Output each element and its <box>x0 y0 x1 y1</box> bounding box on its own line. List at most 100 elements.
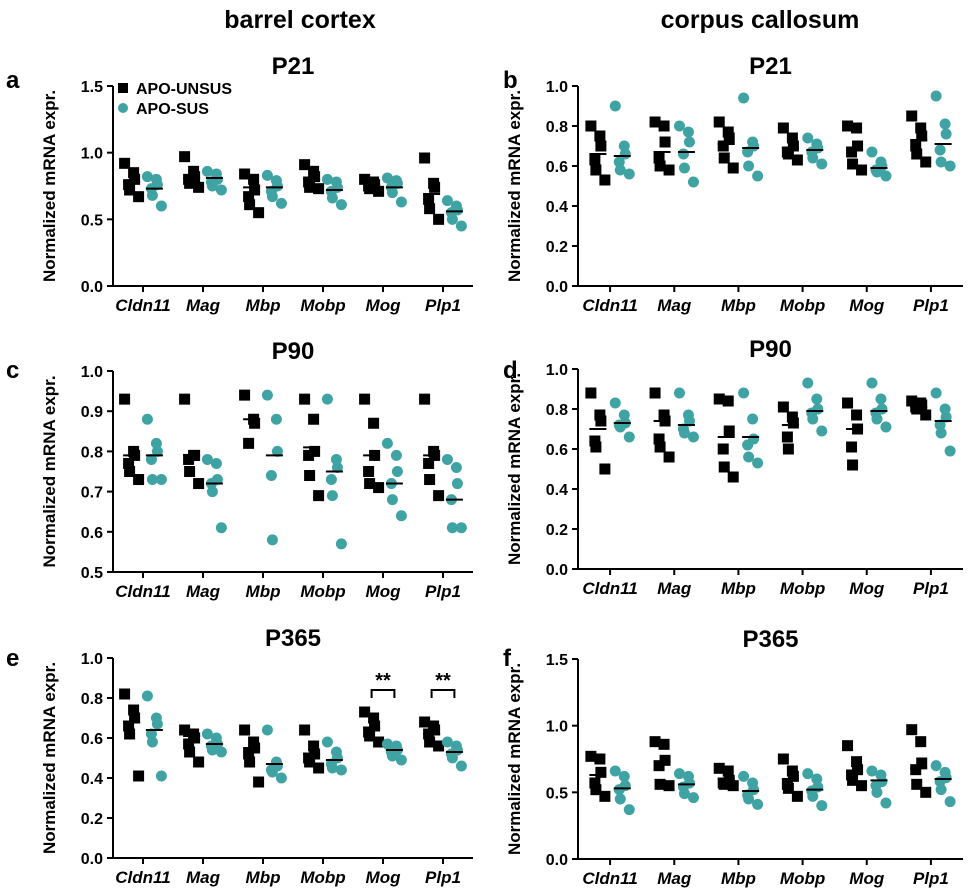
data-point-unsus <box>179 151 191 163</box>
y-tick-label: 0.2 <box>546 522 568 539</box>
x-tick-label: Plp1 <box>913 296 949 315</box>
data-point-unsus <box>852 764 864 776</box>
data-point-unsus <box>842 120 854 132</box>
data-point-sus <box>743 160 755 172</box>
data-point-sus <box>381 437 393 449</box>
data-point-sus <box>614 421 626 433</box>
data-point-sus <box>326 192 338 204</box>
data-point-sus <box>939 118 951 130</box>
y-tick-label: 1.0 <box>81 146 103 163</box>
data-point-sus <box>934 419 946 431</box>
data-point-sus <box>335 764 347 776</box>
data-point-unsus <box>723 425 735 437</box>
data-point-unsus <box>184 177 196 189</box>
data-point-unsus <box>299 724 311 736</box>
data-point-unsus <box>663 780 675 792</box>
data-point-sus <box>151 718 163 730</box>
data-point-sus <box>146 736 158 748</box>
data-point-sus <box>687 792 699 804</box>
panel-title: P90 <box>749 336 792 363</box>
data-point-sus <box>752 170 764 182</box>
data-point-unsus <box>364 478 376 490</box>
data-point-sus <box>802 377 814 389</box>
data-point-sus <box>613 156 625 168</box>
data-point-unsus <box>248 173 260 185</box>
data-point-unsus <box>856 780 868 792</box>
data-point-sus <box>261 169 273 181</box>
y-tick-label: 1.5 <box>546 652 568 669</box>
data-point-unsus <box>184 466 196 477</box>
data-point-unsus <box>124 728 136 740</box>
data-point-sus <box>141 413 153 425</box>
data-point-unsus <box>847 774 859 786</box>
data-point-sus <box>141 690 153 702</box>
y-tick-label: 0.8 <box>81 691 103 708</box>
data-point-unsus <box>589 154 601 166</box>
data-point-sus <box>321 736 333 748</box>
data-point-unsus <box>599 174 611 186</box>
data-point-unsus <box>419 393 431 405</box>
data-point-unsus <box>243 437 255 449</box>
data-point-sus <box>326 762 338 774</box>
data-point-sus <box>261 389 273 401</box>
data-point-unsus <box>433 213 445 225</box>
data-point-sus <box>935 784 947 796</box>
data-point-sus <box>381 172 393 184</box>
data-point-sus <box>210 457 222 469</box>
data-point-unsus <box>133 474 145 486</box>
data-point-unsus <box>304 756 316 768</box>
data-point-unsus <box>239 168 251 180</box>
data-point-sus <box>614 164 626 176</box>
x-tick-label: Cldn11 <box>115 296 170 315</box>
data-point-unsus <box>911 403 923 415</box>
data-point-unsus <box>359 393 371 405</box>
y-tick-label: 0.0 <box>546 562 568 579</box>
data-point-sus <box>265 470 277 482</box>
data-point-unsus <box>369 720 381 732</box>
data-point-unsus <box>119 688 131 700</box>
y-axis-label: Normalized mRNA expr. <box>40 662 59 854</box>
data-point-unsus <box>119 393 131 405</box>
data-point-unsus <box>133 770 145 782</box>
legend-marker-sus <box>118 103 128 113</box>
y-axis-label: Normalized mRNA expr. <box>40 90 59 282</box>
data-point-unsus <box>781 431 793 443</box>
data-point-unsus <box>787 770 799 782</box>
data-point-unsus <box>253 207 265 219</box>
data-point-unsus <box>433 490 445 502</box>
data-point-sus <box>215 184 227 196</box>
x-tick-label: Mobp <box>300 582 345 601</box>
data-point-unsus <box>649 387 661 399</box>
data-point-unsus <box>424 474 436 486</box>
panel-title: P365 <box>742 626 798 653</box>
data-point-unsus <box>718 461 730 473</box>
data-point-sus <box>811 773 823 785</box>
data-point-unsus <box>183 453 195 465</box>
x-tick-label: Plp1 <box>425 868 461 887</box>
data-point-sus <box>683 136 695 148</box>
data-point-unsus <box>429 181 441 193</box>
data-point-unsus <box>133 191 145 203</box>
data-point-sus <box>871 413 883 425</box>
data-point-sus <box>871 786 883 798</box>
significance-bracket <box>430 689 456 698</box>
data-point-unsus <box>595 415 607 427</box>
data-point-sus <box>609 100 621 112</box>
column-title-corpus-callosum: corpus callosum <box>660 6 860 34</box>
data-point-unsus <box>846 146 858 158</box>
data-point-sus <box>683 415 695 427</box>
x-tick-label: Mag <box>186 296 221 315</box>
data-point-sus <box>155 200 167 212</box>
data-point-unsus <box>791 790 803 802</box>
data-point-sus <box>811 393 823 405</box>
data-point-unsus <box>594 130 606 142</box>
data-point-unsus <box>906 110 918 122</box>
panel-letter: a <box>6 67 20 94</box>
data-point-unsus <box>727 162 739 174</box>
panel-title: P21 <box>272 53 315 80</box>
data-point-sus <box>441 195 453 207</box>
y-tick-label: 0.8 <box>81 444 103 461</box>
y-tick-label: 0.4 <box>546 199 568 216</box>
data-point-sus <box>934 144 946 156</box>
